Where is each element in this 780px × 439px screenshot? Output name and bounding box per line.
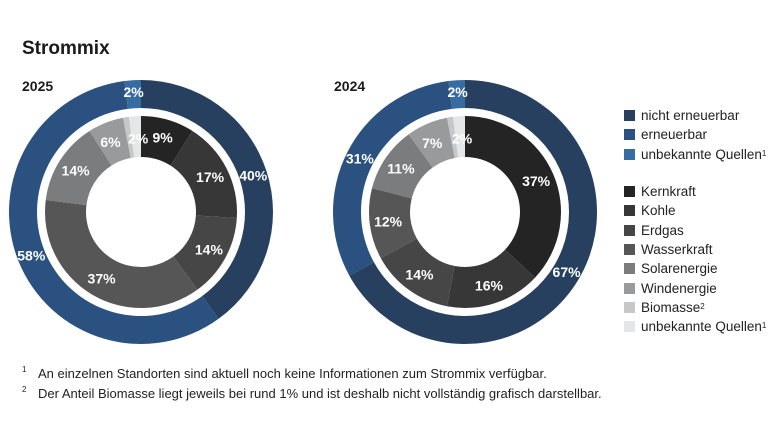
footnote-mark: 1 [22, 364, 27, 374]
inner-ring-2025-label-erdgas: 14% [195, 241, 224, 257]
inner-ring-2024-label-windenergie: 7% [422, 135, 443, 151]
legend-swatch [624, 301, 635, 313]
inner-ring-2024-segment-windenergie [408, 117, 455, 168]
inner-ring-2025-label-windenergie: 6% [100, 134, 121, 150]
legend-swatch [624, 129, 635, 141]
inner-ring-2024-label-kernkraft: 37% [522, 173, 551, 189]
footnote-mark: 2 [22, 384, 27, 394]
inner-ring-2025-segment-kernkraft [141, 116, 193, 166]
legend-label: unbekannte Quellen [641, 319, 762, 335]
inner-ring-2025-label-kohle: 17% [196, 169, 225, 185]
footnote-2: 2 Der Anteil Biomasse liegt jeweils bei … [22, 383, 602, 403]
legend-swatch [624, 110, 635, 122]
legend-inner-item-windenergie: Windenergie [624, 278, 766, 297]
outer-ring-2024-label-unbekannte-quellen: 2% [447, 84, 468, 100]
inner-ring-2025-segment-kohle [170, 130, 237, 219]
inner-ring-2024-segment-kernkraft [465, 116, 562, 278]
chart-title-2024: 2024 [334, 78, 366, 94]
legend-label: Erdgas [641, 222, 684, 238]
legend-label: nicht erneuerbar [641, 108, 740, 124]
legend-label: Windenergie [641, 280, 717, 296]
legend-swatch [624, 148, 635, 160]
legend-swatch [624, 244, 635, 256]
inner-ring-2024-segment-solarenergie [372, 134, 433, 199]
outer-ring-2024-label-erneuerbar: 31% [346, 150, 375, 166]
inner-ring-2025-segment-biomasse [123, 116, 135, 158]
outer-ring-2025-label-unbekannte-quellen: 2% [123, 84, 144, 100]
legend-label: Biomasse [641, 299, 701, 315]
legend-label: Solarenergie [641, 261, 718, 277]
outer-ring-2025-segment-unbekannte-quellen [124, 80, 141, 109]
inner-ring-2024-segment-kohle [447, 249, 535, 308]
footnote-text: Der Anteil Biomasse liegt jeweils bei ru… [38, 385, 602, 401]
inner-ring-2025-label-kernkraft: 9% [153, 130, 174, 146]
inner-ring-2025-segment-windenergie [89, 117, 131, 166]
legend-label: Kernkraft [641, 184, 696, 200]
legend-swatch [624, 321, 635, 333]
legend-swatch [624, 205, 635, 217]
legend-inner-item-kohle: Kohle [624, 201, 766, 220]
footnotes: 1 An einzelnen Standorten sind aktuell n… [22, 363, 602, 403]
legend-label: Kohle [641, 203, 676, 219]
legend-swatch [624, 186, 635, 198]
outer-ring-2024-segment-erneuerbar [333, 81, 452, 276]
inner-ring-2024-label-unbekannte-quellen: 2% [452, 131, 473, 147]
inner-ring-2024-segment-unbekannte-quellen [452, 116, 465, 158]
legend-outer-item-unbekannte-quellen: unbekannte Quellen 1 [624, 145, 766, 164]
inner-ring-2024-segment-erdgas [380, 238, 455, 307]
legend-inner-item-kernkraft: Kernkraft [624, 182, 766, 201]
legend-label: unbekannte Quellen [641, 146, 762, 162]
inner-ring-2024-label-solarenergie: 11% [387, 160, 415, 176]
legend-energy-type: nicht erneuerbar erneuerbar unbekannte Que… [624, 106, 766, 164]
chart-title: Strommix [22, 38, 110, 59]
inner-ring-2025-label-solarenergie: 14% [62, 162, 91, 178]
legend-outer-item-nicht-erneuerbar: nicht erneuerbar [624, 106, 766, 125]
inner-ring-2024-label-kohle: 16% [475, 278, 504, 294]
chart-title-2025: 2025 [22, 78, 54, 94]
legend-swatch [624, 224, 635, 236]
legend-inner-item-unbekannte-quellen: unbekannte Quellen 1 [624, 317, 766, 336]
inner-ring-2025-segment-unbekannte-quellen [128, 116, 141, 158]
inner-ring-2024-segment-wasserkraft [369, 188, 417, 259]
footnote-reference: 1 [761, 321, 767, 331]
legend-inner-item-biomasse: Biomasse 2 [624, 298, 766, 317]
inner-ring-2025-segment-erdgas [173, 215, 237, 290]
legend-swatch [624, 282, 635, 294]
footnote-reference: 2 [700, 301, 705, 311]
legend-label: erneuerbar [641, 127, 708, 143]
footnote-text: An einzelnen Standorten sind aktuell noc… [38, 365, 547, 381]
outer-ring-2025-label-nicht-erneuerbar: 40% [239, 168, 268, 184]
legend-outer-item-erneuerbar: erneuerbar [624, 125, 766, 144]
inner-ring-2024-label-erdgas: 14% [405, 267, 434, 283]
legend-inner-item-wasserkraft: Wasserkraft [624, 240, 766, 259]
legend-label: Wasserkraft [641, 242, 713, 258]
inner-ring-2025-segment-solarenergie [45, 130, 112, 206]
footnote-reference: 1 [761, 148, 767, 158]
outer-ring-2025-segment-erneuerbar [8, 81, 219, 344]
legend-inner-item-erdgas: Erdgas [624, 221, 766, 240]
inner-ring-2025-label-wasserkraft: 37% [88, 271, 117, 287]
outer-ring-2025-label-erneuerbar: 58% [17, 247, 46, 263]
inner-ring-2024-label-wasserkraft: 12% [374, 214, 403, 230]
inner-ring-2024-segment-biomasse [447, 116, 459, 158]
legend-inner-item-solarenergie: Solarenergie [624, 259, 766, 278]
legend-swatch [624, 263, 635, 275]
outer-ring-2024-segment-unbekannte-quellen [448, 80, 465, 109]
inner-ring-2025-segment-wasserkraft [45, 199, 198, 308]
outer-ring-2024-label-nicht-erneuerbar: 67% [553, 264, 582, 280]
legend-energy-source: Kernkraft Kohle Erdgas Wasserkraft Solarener… [624, 182, 766, 336]
inner-ring-2025-label-unbekannte-quellen: 2% [128, 131, 149, 147]
footnote-1: 1 An einzelnen Standorten sind aktuell n… [22, 363, 602, 383]
outer-ring-2025-segment-nicht-erneuerbar [141, 80, 273, 319]
